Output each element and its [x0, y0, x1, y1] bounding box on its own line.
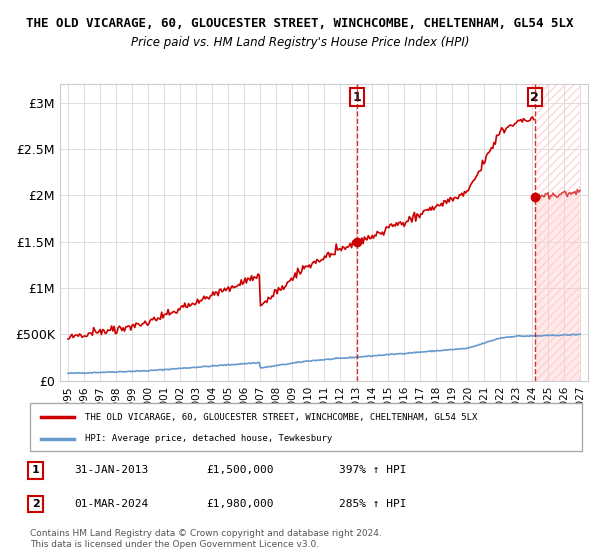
- Text: 2: 2: [32, 499, 40, 509]
- Text: 285% ↑ HPI: 285% ↑ HPI: [339, 499, 407, 509]
- Text: HPI: Average price, detached house, Tewkesbury: HPI: Average price, detached house, Tewk…: [85, 435, 332, 444]
- Text: 397% ↑ HPI: 397% ↑ HPI: [339, 465, 407, 475]
- Text: £1,500,000: £1,500,000: [206, 465, 274, 475]
- Text: 01-MAR-2024: 01-MAR-2024: [74, 499, 148, 509]
- Text: Contains HM Land Registry data © Crown copyright and database right 2024.
This d: Contains HM Land Registry data © Crown c…: [30, 529, 382, 549]
- Text: THE OLD VICARAGE, 60, GLOUCESTER STREET, WINCHCOMBE, CHELTENHAM, GL54 5LX: THE OLD VICARAGE, 60, GLOUCESTER STREET,…: [85, 413, 478, 422]
- Text: £1,980,000: £1,980,000: [206, 499, 274, 509]
- Text: 2: 2: [530, 91, 539, 104]
- FancyBboxPatch shape: [30, 403, 582, 451]
- Text: THE OLD VICARAGE, 60, GLOUCESTER STREET, WINCHCOMBE, CHELTENHAM, GL54 5LX: THE OLD VICARAGE, 60, GLOUCESTER STREET,…: [26, 17, 574, 30]
- Text: 31-JAN-2013: 31-JAN-2013: [74, 465, 148, 475]
- Text: 1: 1: [32, 465, 40, 475]
- Text: Price paid vs. HM Land Registry's House Price Index (HPI): Price paid vs. HM Land Registry's House …: [131, 36, 469, 49]
- Text: 1: 1: [353, 91, 362, 104]
